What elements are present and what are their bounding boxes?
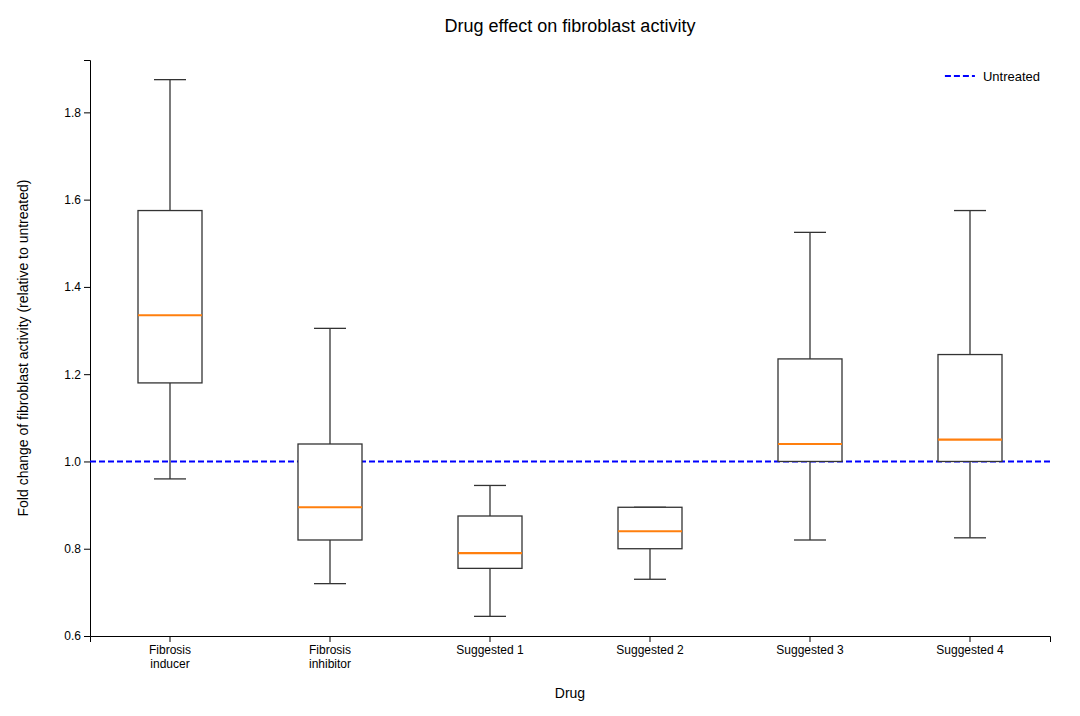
box-group <box>618 507 682 579</box>
box-group <box>778 232 842 540</box>
tick-mark <box>84 200 90 201</box>
whisker <box>489 568 490 616</box>
tick-label: Suggested 2 <box>616 643 684 657</box>
whisker-cap <box>954 537 986 538</box>
median <box>298 506 362 508</box>
whisker-cap <box>474 616 506 617</box>
y-tick: 1.6 <box>64 193 90 207</box>
tick-mark <box>84 549 90 550</box>
whisker-cap <box>314 583 346 584</box>
box-group <box>138 80 202 479</box>
tick-mark <box>170 636 171 642</box>
box <box>938 355 1002 462</box>
box <box>778 359 842 462</box>
y-tick: 1.2 <box>64 368 90 382</box>
whisker <box>169 80 170 211</box>
tick-mark <box>650 636 651 642</box>
reference-line <box>90 460 1050 462</box>
y-axis: 0.6 0.8 1.0 1.2 1.4 1.6 1.8 <box>64 61 90 644</box>
tick-label: 0.6 <box>64 629 81 643</box>
median <box>618 530 682 532</box>
tick-mark <box>330 636 331 642</box>
whisker <box>329 328 330 444</box>
tick-label: 1.8 <box>64 106 81 120</box>
tick-mark <box>84 287 90 288</box>
x-axis-title: Drug <box>555 685 585 701</box>
whisker <box>809 232 810 359</box>
tick-mark <box>84 112 90 113</box>
whisker <box>329 540 330 584</box>
box-group <box>458 485 522 616</box>
whisker-cap <box>474 485 506 486</box>
x-tick: Suggested 2 <box>616 636 684 657</box>
legend-label: Untreated <box>983 69 1040 84</box>
tick-mark <box>84 374 90 375</box>
whisker <box>169 383 170 479</box>
whisker-cap <box>794 539 826 540</box>
chart: 0.60.81.01.21.41.61.8FibrosisinducerFibr… <box>0 0 1080 716</box>
tick-mark <box>490 636 491 642</box>
y-axis-title: Fold change of fibroblast activity (rela… <box>15 180 31 517</box>
whisker <box>489 485 490 516</box>
axis-domain <box>91 637 1051 643</box>
x-tick: Suggested 1 <box>456 636 524 657</box>
y-tick: 1.8 <box>64 106 90 120</box>
tick-label: 1.6 <box>64 193 81 207</box>
x-axis: Fibrosisinducer Fibrosisinhibitor Suggeste… <box>91 636 1051 671</box>
tick-label: 1.4 <box>64 280 81 294</box>
box-group <box>938 211 1002 538</box>
y-tick: 0.6 <box>64 629 90 643</box>
x-tick: Suggested 4 <box>936 636 1004 657</box>
plot-area <box>90 80 1050 617</box>
whisker-cap <box>794 232 826 233</box>
legend-swatch <box>945 75 975 77</box>
tick-label: Fibrosisinhibitor <box>309 643 351 671</box>
tick-label: 1.0 <box>64 455 81 469</box>
title: Drug effect on fibroblast activity <box>445 16 696 36</box>
whisker <box>969 211 970 355</box>
whisker <box>649 549 650 580</box>
whisker-cap <box>154 79 186 80</box>
tick-label: Suggested 4 <box>936 643 1004 657</box>
x-tick: Fibrosisinducer <box>149 636 191 671</box>
box <box>138 211 202 383</box>
tick-label: Suggested 1 <box>456 643 524 657</box>
whisker-cap <box>314 328 346 329</box>
tick-label: 1.2 <box>64 368 81 382</box>
whisker-cap <box>954 210 986 211</box>
whisker-cap <box>154 478 186 479</box>
x-tick: Fibrosisinhibitor <box>309 636 351 671</box>
box <box>458 516 522 568</box>
tick-mark <box>970 636 971 642</box>
axis-domain <box>84 61 91 637</box>
tick-mark <box>810 636 811 642</box>
y-tick: 0.8 <box>64 542 90 556</box>
box <box>298 444 362 540</box>
y-tick: 1.4 <box>64 280 90 294</box>
whisker-cap <box>634 579 666 580</box>
box-group <box>298 328 362 583</box>
whisker <box>969 461 970 537</box>
median <box>138 314 202 316</box>
median <box>938 439 1002 441</box>
x-tick: Suggested 3 <box>776 636 844 657</box>
legend: Untreated <box>945 69 1040 84</box>
y-tick: 1.0 <box>64 455 90 469</box>
tick-label: 0.8 <box>64 542 81 556</box>
box <box>618 507 682 548</box>
tick-label: Suggested 3 <box>776 643 844 657</box>
whisker <box>809 461 810 540</box>
tick-mark <box>84 636 90 637</box>
median <box>778 443 842 445</box>
tick-label: Fibrosisinducer <box>149 643 191 671</box>
median <box>458 552 522 554</box>
tick-mark <box>84 461 90 462</box>
